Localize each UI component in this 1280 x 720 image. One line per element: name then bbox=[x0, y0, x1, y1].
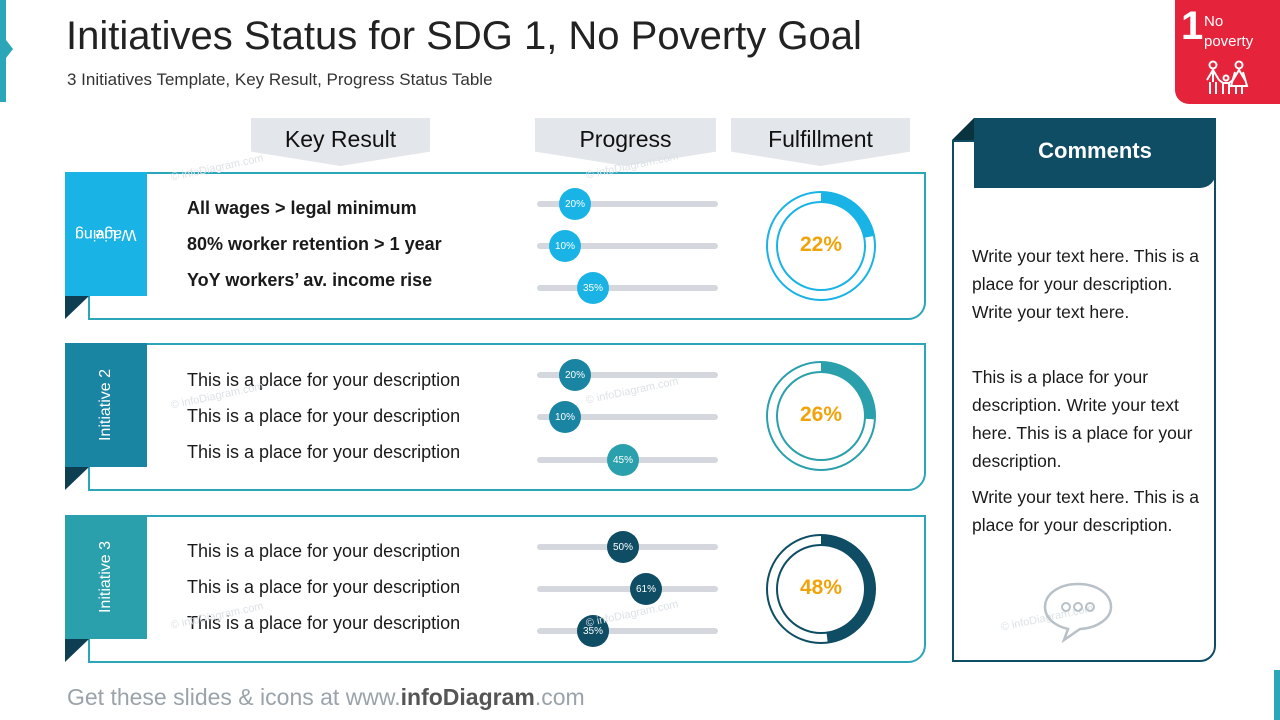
fulfillment-value-1: 22% bbox=[799, 233, 843, 256]
progress-knob-3-3: 35% bbox=[577, 615, 609, 647]
progress-knob-2-2: 10% bbox=[549, 401, 581, 433]
family-icon bbox=[1206, 60, 1249, 94]
progress-knob-1-2: 10% bbox=[549, 230, 581, 262]
fulfillment-donut-2 bbox=[766, 361, 876, 471]
fulfillment-arc-3 bbox=[821, 535, 875, 643]
progress-knob-3-1: 50% bbox=[607, 531, 639, 563]
comment-paragraph-2: This is a place for your description. Wr… bbox=[972, 367, 1193, 471]
progress-knob-3-2: 61% bbox=[630, 573, 662, 605]
progress-knob-2-3: 45% bbox=[607, 444, 639, 476]
initiative-label-1: Living Wage bbox=[75, 213, 137, 255]
left-accent-bar bbox=[0, 0, 13, 102]
initiative-tab-1: Living Wage bbox=[65, 172, 147, 319]
tab-fold bbox=[65, 639, 89, 662]
sdg-label: No poverty bbox=[1204, 12, 1253, 52]
progress-track-1-3 bbox=[537, 285, 718, 291]
speech-bubble-icon bbox=[1043, 582, 1113, 644]
key-result-2-2: This is a place for your description bbox=[187, 406, 461, 426]
key-result-3-3: This is a place for your description bbox=[187, 613, 461, 633]
page-subtitle: 3 Initiatives Template, Key Result, Prog… bbox=[67, 70, 493, 89]
key-result-1-1: All wages > legal minimum bbox=[187, 198, 417, 218]
progress-track-1-1 bbox=[537, 201, 718, 207]
column-header-progress: Progress bbox=[535, 118, 716, 166]
initiative-label-3: Initiative 3 bbox=[96, 540, 114, 614]
key-result-3-1: This is a place for your description bbox=[187, 541, 461, 561]
sdg-badge: 1 No poverty bbox=[1175, 0, 1280, 104]
progress-track-2-2 bbox=[537, 414, 718, 420]
progress-track-3-3 bbox=[537, 628, 718, 634]
progress-track-1-2 bbox=[537, 243, 718, 249]
initiative-label-2: Initiative 2 bbox=[96, 368, 114, 442]
initiative-tab-2: Initiative 2 bbox=[65, 343, 147, 490]
page-title: Initiatives Status for SDG 1, No Poverty… bbox=[66, 14, 862, 58]
fulfillment-arc-2 bbox=[821, 362, 875, 420]
progress-knob-2-1: 20% bbox=[559, 359, 591, 391]
column-header-fulfillment: Fulfillment bbox=[731, 118, 910, 166]
sdg-label-line1: No bbox=[1204, 13, 1224, 30]
footer-suffix: .com bbox=[534, 684, 585, 710]
initiative-row-3 bbox=[88, 515, 926, 663]
key-result-2-1: This is a place for your description bbox=[187, 370, 461, 390]
comment-paragraph-3: Write your text here. This is a place fo… bbox=[972, 487, 1199, 535]
sdg-number: 1 bbox=[1181, 4, 1204, 48]
fulfillment-donut-3 bbox=[766, 534, 876, 644]
fulfillment-value-2: 26% bbox=[799, 403, 843, 426]
column-header-key-result: Key Result bbox=[251, 118, 430, 166]
progress-knob-1-1: 20% bbox=[559, 188, 591, 220]
key-result-1-3: YoY workers’ av. income rise bbox=[187, 270, 433, 290]
corner-accent-bar bbox=[1274, 670, 1280, 720]
fulfillment-value-3: 48% bbox=[799, 576, 843, 599]
comments-title: Comments bbox=[974, 118, 1216, 188]
footer-credit: Get these slides & icons at www.infoDiag… bbox=[67, 684, 585, 711]
fulfillment-arc-1 bbox=[821, 192, 875, 238]
key-result-1-2: 80% worker retention > 1 year bbox=[187, 234, 442, 254]
fulfillment-donut-1 bbox=[766, 191, 876, 301]
progress-knob-1-3: 35% bbox=[577, 272, 609, 304]
progress-track-2-1 bbox=[537, 372, 718, 378]
tab-fold bbox=[65, 296, 89, 319]
sdg-label-line2: poverty bbox=[1204, 33, 1254, 50]
initiative-label-1-line2: Wage bbox=[95, 226, 137, 243]
tab-fold bbox=[65, 467, 89, 490]
footer-prefix: Get these slides & icons at www. bbox=[67, 684, 401, 710]
comment-paragraph-1: Write your text here. This is a place fo… bbox=[972, 246, 1199, 322]
key-result-3-2: This is a place for your description bbox=[187, 577, 461, 597]
initiative-row-2 bbox=[88, 343, 926, 491]
key-result-2-3: This is a place for your description bbox=[187, 442, 461, 462]
footer-brand: infoDiagram bbox=[400, 684, 535, 710]
initiative-row-1 bbox=[88, 172, 926, 320]
progress-track-3-2 bbox=[537, 586, 718, 592]
initiative-tab-3: Initiative 3 bbox=[65, 515, 147, 662]
comments-fold bbox=[952, 118, 974, 140]
